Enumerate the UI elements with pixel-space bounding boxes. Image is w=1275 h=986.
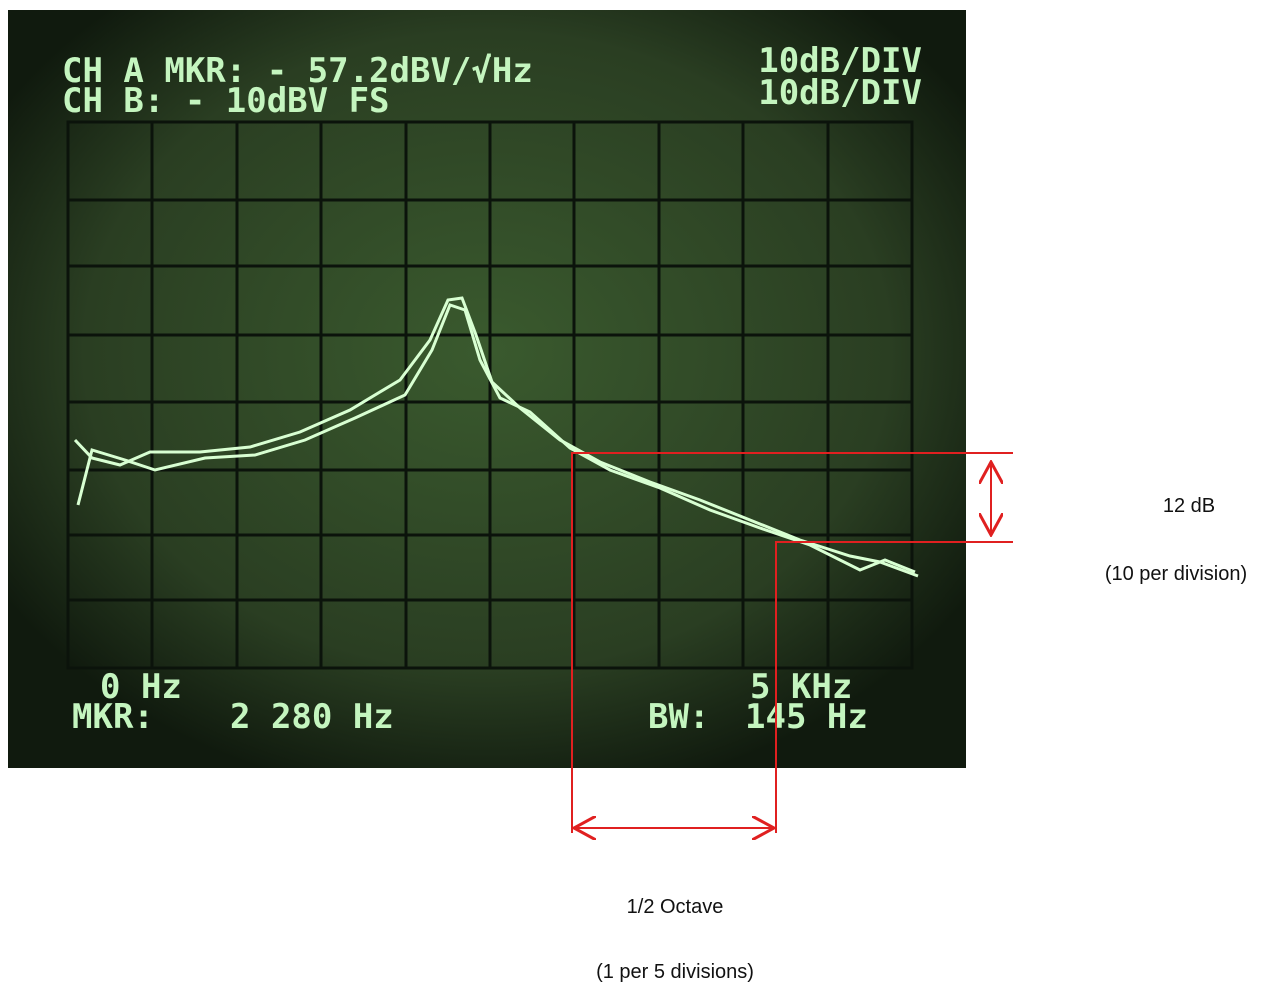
footer-text: 0 Hz xyxy=(100,667,182,707)
header-text: 10dB/DIV xyxy=(758,41,922,81)
red-markers xyxy=(571,452,1013,833)
footer-text: BW: xyxy=(648,697,709,737)
annotation-note: (1 per 5 divisions) xyxy=(596,961,754,983)
header-text: CH A MKR: - 57.2dBV/√Hz xyxy=(62,51,533,91)
annotation-note: (10 per division) xyxy=(1105,563,1247,585)
header-text: 10dB/DIV xyxy=(758,73,922,113)
header-text: CH B: - 10dBV FS xyxy=(62,81,390,121)
footer-text: 5 KHz xyxy=(750,667,852,707)
annotation-label: 12 dB xyxy=(1163,495,1215,517)
graticule xyxy=(66,120,914,670)
footer-text: 145 Hz xyxy=(745,697,868,737)
screen xyxy=(8,10,966,768)
traces xyxy=(73,296,919,578)
annotation-label: 1/2 Octave xyxy=(627,896,724,918)
footer-text: MKR: xyxy=(72,697,154,737)
footer-text: 2 280 Hz xyxy=(230,697,394,737)
